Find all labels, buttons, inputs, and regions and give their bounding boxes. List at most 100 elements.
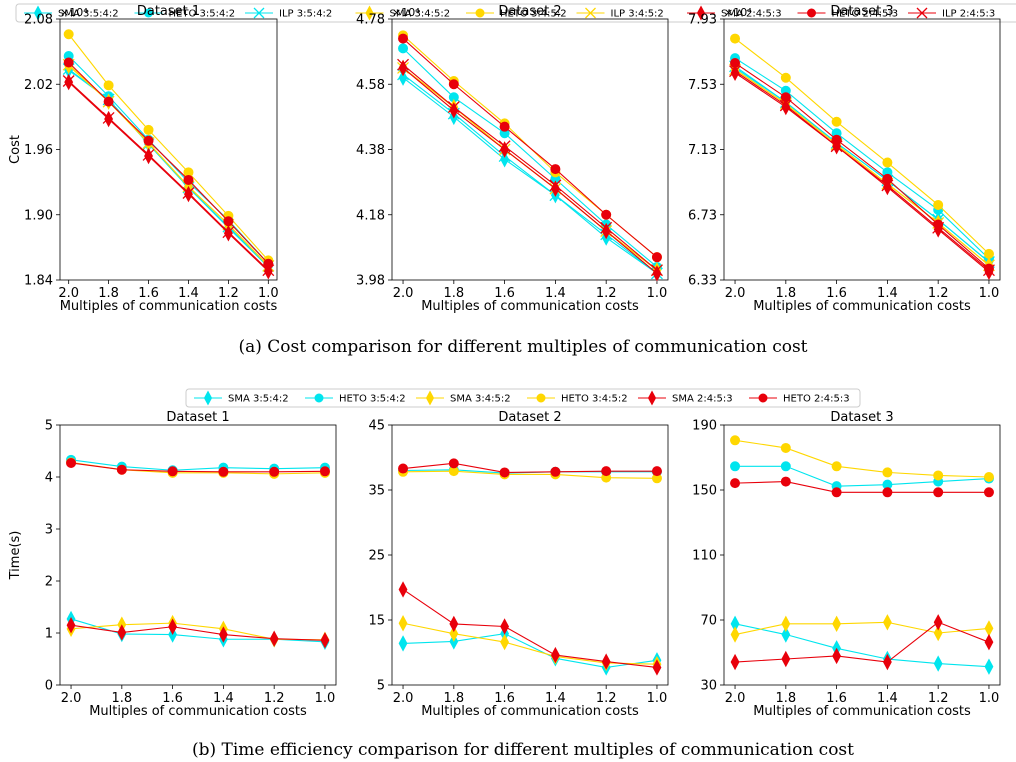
axis-multiplier: ×10⁴	[60, 6, 88, 19]
y-tick-label: 4	[45, 471, 53, 486]
data-point	[500, 618, 510, 635]
data-point	[398, 69, 408, 86]
legend-entry: SMA 3:5:4:2	[24, 5, 119, 21]
data-point	[398, 59, 408, 77]
legend-marker	[758, 393, 768, 403]
data-point	[448, 458, 459, 469]
data-point	[500, 151, 510, 168]
series-heto-2-4-5-3	[63, 57, 274, 269]
legend-marker	[475, 8, 485, 18]
data-point	[882, 467, 893, 478]
series-sma-3-5-4-2	[730, 615, 994, 675]
data-point	[729, 65, 741, 78]
chart-panel-2: 2.0 1.8 1.6 1.4 1.2 1.0 3.98 4.18 4.38 4.58 4.78 Da…	[356, 4, 669, 314]
series-heto-2-4-5-3	[730, 58, 994, 274]
series-heto-3-4-5-2	[730, 33, 994, 259]
x-tick-label: 2.0	[61, 691, 82, 706]
series-line	[402, 67, 658, 274]
data-point	[223, 216, 234, 227]
data-point	[933, 487, 944, 498]
x-tick-label: 1.0	[315, 691, 336, 706]
data-point	[933, 470, 944, 481]
series-line	[734, 439, 989, 478]
panel-title: Dataset 1	[166, 410, 229, 425]
data-point	[263, 258, 274, 269]
series-sma-3-5-4-2	[64, 61, 273, 276]
legend-label: HETO 3:5:4:2	[339, 394, 406, 405]
data-point	[144, 147, 153, 165]
data-point	[103, 80, 114, 91]
legend-entry: HETO 3:5:4:2	[134, 8, 235, 20]
data-point	[398, 463, 409, 474]
data-point	[983, 472, 994, 482]
x-axis-label: Multiples of communication costs	[60, 299, 278, 314]
data-point	[218, 626, 228, 643]
series-heto-2-4-5-3	[730, 476, 994, 498]
legend-label: SMA 3:5:4:2	[58, 9, 119, 20]
legend-label: ILP 3:4:5:2	[611, 9, 664, 20]
series-sma-2-4-5-3	[64, 73, 273, 280]
y-tick-label: 0	[45, 679, 53, 694]
legend-marker	[647, 390, 657, 406]
x-tick-label: 2.0	[58, 286, 79, 301]
legend-label: HETO 2:4:5:3	[783, 394, 850, 405]
legend-marker	[144, 8, 153, 18]
data-point	[780, 442, 791, 453]
legend-label: SMA 2:4:5:3	[721, 9, 782, 20]
data-point	[102, 112, 115, 124]
data-point	[651, 264, 663, 277]
x-tick-label: 1.4	[178, 286, 199, 301]
x-tick-label: 1.4	[877, 286, 898, 301]
legend-entry: SMA 3:4:5:2	[416, 390, 511, 406]
data-point	[449, 625, 459, 642]
data-point	[269, 630, 279, 647]
y-tick-label: 1.84	[24, 274, 53, 289]
legend-entry: ILP 3:4:5:2	[576, 7, 664, 20]
data-point	[117, 624, 127, 641]
x-tick-label: 1.8	[111, 691, 132, 706]
legend-entry: ILP 3:5:4:2	[245, 7, 332, 20]
data-point	[549, 179, 562, 192]
data-point	[882, 487, 893, 498]
data-point	[601, 209, 612, 220]
legend-marker	[916, 7, 928, 19]
data-point	[780, 461, 791, 472]
legend-time: SMA 3:5:4:2 HETO 3:5:4:2 SMA 3:4:5:2 HETO 3…	[185, 388, 861, 408]
plot-frame	[391, 18, 669, 281]
data-point	[780, 92, 791, 103]
series-sma-2-4-5-3	[66, 616, 330, 649]
series-line	[734, 70, 990, 271]
panel-title: Dataset 3	[830, 4, 893, 19]
series-sma-2-4-5-3	[398, 59, 662, 282]
series-ilp-3-5-4-2	[397, 68, 663, 280]
x-tick-label: 1.4	[877, 691, 898, 706]
series-line	[402, 34, 658, 258]
data-point	[983, 263, 994, 274]
data-point	[882, 173, 893, 184]
data-point	[983, 248, 994, 259]
series-line	[735, 621, 990, 663]
y-axis-label: Cost	[8, 135, 23, 164]
legend-entry: ILP 2:4:5:3	[908, 7, 995, 20]
legend-marker	[365, 5, 374, 21]
data-point	[780, 72, 791, 83]
data-point	[143, 124, 154, 135]
data-point	[983, 264, 995, 277]
series-heto-2-4-5-3	[66, 457, 330, 477]
legend-marker	[425, 390, 435, 406]
series-line	[68, 64, 269, 267]
chart-panels: 2.0 1.8 1.6 1.4 1.2 1.01.841.901.962.022.08Da…	[8, 4, 1001, 719]
x-tick-label: 1.8	[775, 691, 796, 706]
data-point	[183, 174, 194, 185]
data-point	[652, 265, 662, 282]
data-point	[730, 626, 740, 643]
panel-title: Dataset 1	[137, 4, 200, 19]
legend-entry: SMA 3:5:4:2	[194, 390, 289, 406]
series-line	[734, 623, 989, 668]
series-heto-3-4-5-2	[63, 29, 274, 266]
series-sma-2-4-5-3	[730, 614, 994, 671]
data-point	[933, 199, 944, 210]
data-point	[262, 264, 275, 277]
data-point	[550, 180, 560, 197]
data-point	[182, 187, 195, 199]
